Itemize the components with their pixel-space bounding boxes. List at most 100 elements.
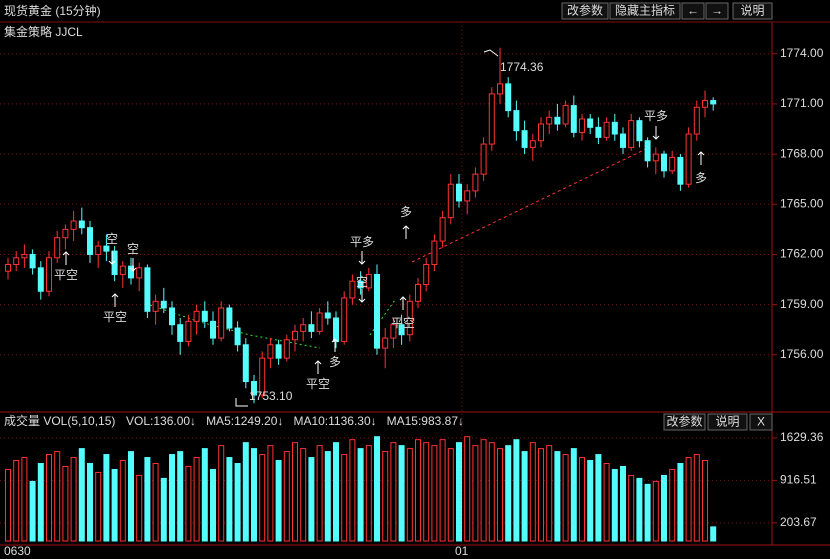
volume-bar [283,451,290,542]
signal-arrow [129,258,137,272]
candle-body [333,317,339,342]
volume-bar [62,465,69,542]
candle-body [185,320,192,342]
button[interactable]: X [749,413,773,431]
candle-body [415,284,421,302]
volume-bar [390,442,397,542]
button-label[interactable]: 说明 [715,414,739,429]
volume-bar [374,436,380,542]
volume-bar [275,460,282,542]
candle-body [300,324,307,332]
volume-bar [144,457,151,542]
volume-bar [636,477,643,542]
button[interactable]: ← [681,2,705,20]
button[interactable]: 改参数 [561,2,609,20]
extreme-pointer [235,398,248,407]
volume-bar [13,460,20,542]
button-label[interactable]: 说明 [740,3,764,18]
button-frame [663,413,706,431]
volume-bar [5,468,11,542]
signal-label: 多 [329,355,341,369]
high-label: 1774.36 [500,60,544,74]
volume-bar [251,448,257,542]
candle-body [587,118,594,128]
volume-bar [513,439,520,542]
signal-label: 平多 [350,235,374,249]
volume-bar [119,460,126,542]
button-frame [561,2,609,20]
candle-body [456,183,462,202]
candle-body [546,116,553,125]
volume-bar [620,465,626,542]
candle-body [144,267,151,312]
volume-bar [406,448,413,542]
candle-body [464,190,471,202]
volume-title: 成交量 VOL(5,10,15) [4,413,115,428]
volume-bar [226,457,233,542]
candle-body [119,265,126,276]
candle-body [669,156,676,172]
signal-label: 空 [106,232,118,246]
candle-body [677,156,684,185]
candle-body [152,300,159,312]
candle-body [357,280,364,289]
volume-bar [316,445,323,542]
subtitle: 集金策略 JJCL [4,24,83,39]
button-label[interactable]: 改参数 [567,3,603,18]
candle-body [390,324,397,339]
volume-bar [447,448,454,542]
indicator-label: VOL:136.00↓ [126,414,196,428]
candle-body [349,280,356,299]
candle-body [95,245,102,255]
volume-bar [488,442,495,542]
candle-body [423,263,430,286]
volume-bar [685,457,692,542]
candle-body [275,344,282,359]
candle-body [283,339,290,359]
volume-bar [587,460,594,542]
button[interactable]: 隐藏主指标 [609,2,681,20]
candle-body [136,267,143,279]
low-label: 1753.10 [249,389,293,403]
volume-bar [579,457,585,542]
button-label[interactable]: X [757,415,765,429]
button[interactable]: 说明 [732,2,773,20]
candle-body [87,227,93,255]
volume-bar [628,474,635,542]
candle-body [226,307,233,329]
candle-body [529,140,536,148]
x-tick-label: 0630 [4,544,31,558]
button-label[interactable]: → [711,4,723,18]
volume-bar [324,451,331,542]
signal-arrow [62,251,70,265]
candle-body [513,110,520,132]
volume-bar [70,457,77,542]
indicator-label: MA15:983.87↓ [387,414,464,428]
candle-body [37,267,44,292]
candle-body [210,320,216,339]
button-label[interactable]: ← [687,4,699,18]
candle-body [628,120,635,148]
button-frame [609,2,681,20]
button-label[interactable]: 隐藏主指标 [615,3,675,18]
y-tick-label: 1762.00 [780,247,824,261]
candle-body [160,300,167,309]
candle-body [234,327,241,346]
volume-bar [595,454,602,542]
volume-bar [46,454,52,542]
volume-bar [554,451,561,542]
volume-bar [611,468,618,542]
candle-body [710,100,717,105]
signal-label: 平空 [54,268,78,282]
candle-body [201,310,208,322]
candle-body [259,357,266,396]
button[interactable]: → [705,2,729,20]
y-tick-label: 1765.00 [780,196,824,210]
button[interactable]: 改参数 [663,413,706,431]
candle-body [292,330,298,341]
volume-bar [300,448,307,542]
button[interactable]: 说明 [707,413,748,431]
candle-body [652,153,659,162]
candle-body [661,153,667,172]
button-label[interactable]: 改参数 [666,414,702,429]
